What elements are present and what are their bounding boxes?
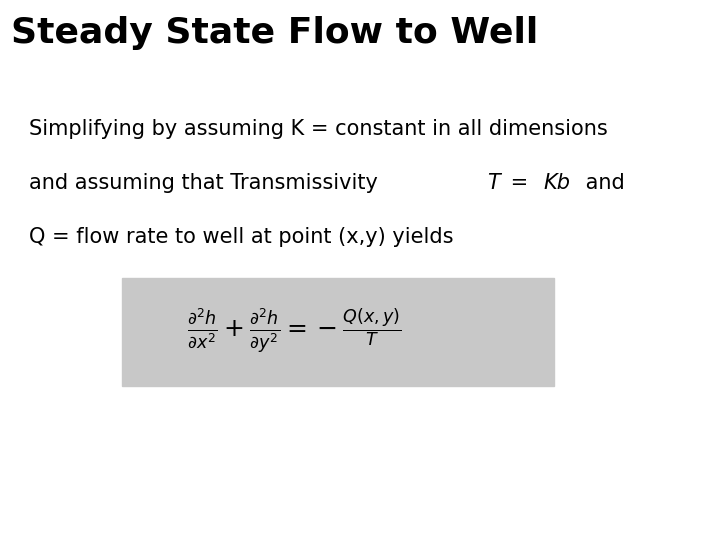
Text: Q = flow rate to well at point (x,y) yields: Q = flow rate to well at point (x,y) yie…	[29, 227, 454, 247]
Text: and assuming that Transmissivity: and assuming that Transmissivity	[29, 173, 384, 193]
Text: T: T	[487, 173, 500, 193]
FancyBboxPatch shape	[122, 278, 554, 386]
Text: =: =	[504, 173, 535, 193]
Text: $\frac{\partial^2 h}{\partial x^2} + \frac{\partial^2 h}{\partial y^2} = -\frac{: $\frac{\partial^2 h}{\partial x^2} + \fr…	[187, 307, 402, 357]
Text: and: and	[579, 173, 624, 193]
Text: Kb: Kb	[544, 173, 571, 193]
Text: Simplifying by assuming K = constant in all dimensions: Simplifying by assuming K = constant in …	[29, 119, 608, 139]
Text: Steady State Flow to Well: Steady State Flow to Well	[11, 16, 538, 50]
